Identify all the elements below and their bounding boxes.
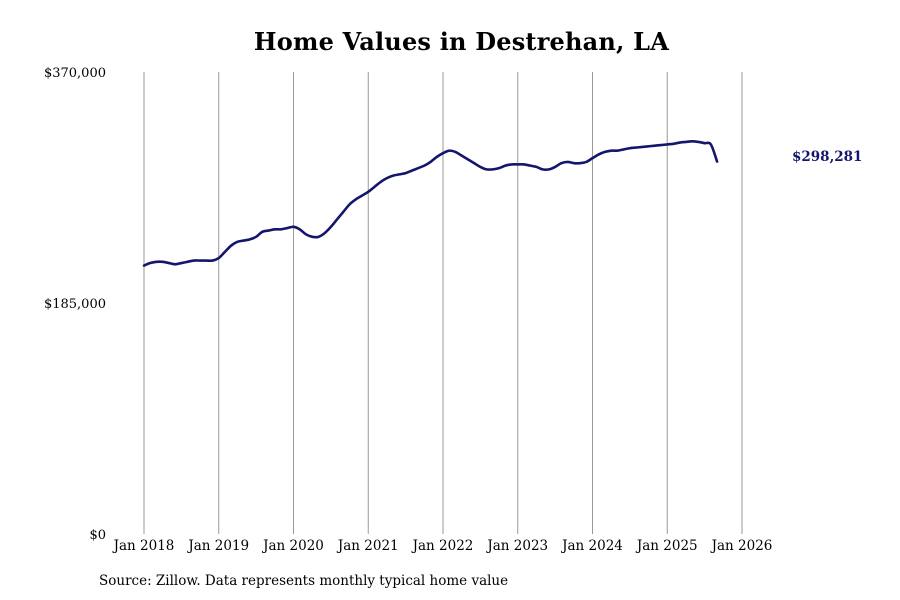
- y-tick-label: $0: [89, 528, 106, 543]
- gridlines: [143, 72, 743, 534]
- y-tick-label: $185,000: [44, 297, 106, 312]
- x-tick-label: Jan 2019: [186, 538, 249, 554]
- y-axis-ticks: $0 $185,000 $370,000: [44, 66, 106, 543]
- x-tick-label: Jan 2022: [411, 538, 474, 554]
- x-tick-label: Jan 2025: [635, 538, 698, 554]
- chart-title: Home Values in Destrehan, LA: [253, 27, 670, 56]
- x-tick-label: Jan 2020: [261, 538, 324, 554]
- x-axis-ticks: Jan 2018 Jan 2019 Jan 2020 Jan 2021 Jan 2022…: [112, 538, 773, 554]
- y-tick-label: $370,000: [44, 66, 106, 81]
- series-line: [142, 140, 719, 267]
- x-tick-label: Jan 2024: [560, 538, 623, 554]
- x-tick-label: Jan 2018: [112, 538, 175, 554]
- source-note: Source: Zillow. Data represents monthly …: [99, 573, 509, 589]
- x-tick-label: Jan 2021: [336, 538, 399, 554]
- end-value-label: $298,281: [792, 149, 862, 165]
- x-tick-label: Jan 2023: [485, 538, 548, 554]
- x-tick-label: Jan 2026: [710, 538, 773, 554]
